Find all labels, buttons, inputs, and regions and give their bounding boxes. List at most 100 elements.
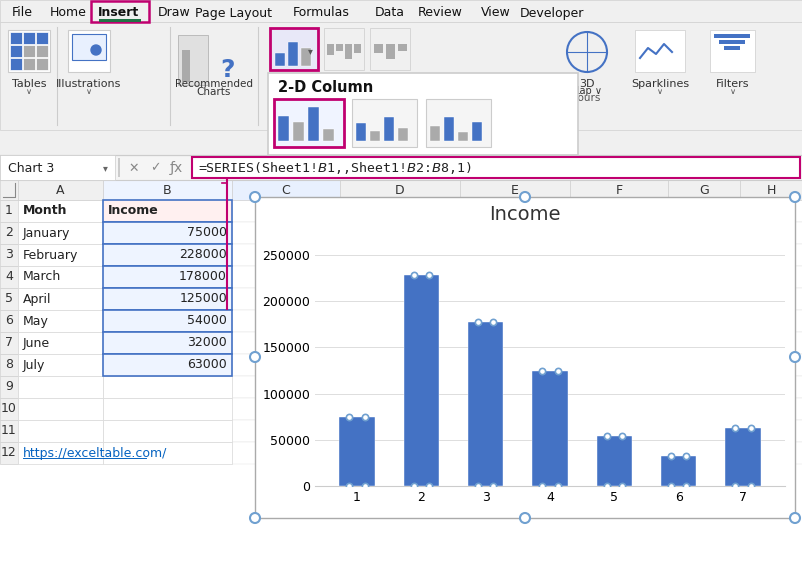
Bar <box>660 457 695 486</box>
Bar <box>18 288 103 310</box>
Bar <box>667 288 739 310</box>
Bar <box>667 244 739 266</box>
Bar <box>739 200 802 222</box>
Bar <box>460 288 569 310</box>
Text: Developer: Developer <box>520 6 584 19</box>
Bar <box>103 376 232 398</box>
Bar <box>339 398 460 420</box>
Circle shape <box>249 352 260 362</box>
Bar <box>532 371 567 486</box>
Bar <box>18 420 103 442</box>
Bar <box>0 442 18 464</box>
Bar <box>472 121 481 141</box>
Text: D: D <box>395 183 404 197</box>
Bar <box>18 332 103 354</box>
Text: 8: 8 <box>5 359 13 371</box>
Bar <box>460 332 569 354</box>
Bar <box>0 22 802 130</box>
Text: 63000: 63000 <box>187 359 227 371</box>
Text: ∨: ∨ <box>729 87 735 96</box>
Bar <box>460 398 569 420</box>
Bar <box>739 310 802 332</box>
Text: 32000: 32000 <box>187 336 227 350</box>
Text: F: F <box>614 183 622 197</box>
Text: View: View <box>480 6 510 19</box>
Text: Map ∨: Map ∨ <box>571 86 602 96</box>
Bar <box>339 288 460 310</box>
Bar <box>723 46 739 50</box>
Bar <box>339 332 460 354</box>
Bar <box>569 332 667 354</box>
Bar <box>398 128 407 141</box>
Bar <box>739 332 802 354</box>
Bar <box>10 45 22 57</box>
Bar <box>713 34 749 38</box>
Bar <box>0 354 18 376</box>
Bar <box>460 442 569 464</box>
Bar <box>10 32 22 44</box>
Bar <box>18 310 103 332</box>
Bar <box>383 117 394 141</box>
Bar <box>569 244 667 266</box>
Bar <box>739 222 802 244</box>
Bar <box>403 276 439 486</box>
Bar <box>351 99 416 147</box>
Bar <box>0 244 18 266</box>
Bar <box>18 244 103 266</box>
Bar <box>232 332 339 354</box>
Text: Filters: Filters <box>715 79 749 89</box>
Bar <box>326 44 334 55</box>
Text: Month: Month <box>23 205 67 218</box>
Bar <box>103 332 232 354</box>
Bar <box>118 158 119 177</box>
Bar <box>0 0 802 22</box>
Text: ✓: ✓ <box>149 162 160 175</box>
Bar <box>18 442 103 464</box>
Bar <box>269 28 318 70</box>
Bar <box>457 132 468 141</box>
Bar <box>273 99 343 147</box>
Text: 1: 1 <box>5 205 13 218</box>
Bar <box>103 310 232 332</box>
Bar <box>667 266 739 288</box>
Bar <box>232 420 339 442</box>
Text: July: July <box>23 359 46 371</box>
Bar <box>569 288 667 310</box>
Bar <box>277 116 289 141</box>
Text: A: A <box>55 183 64 197</box>
Bar <box>91 1 149 22</box>
Bar <box>739 244 802 266</box>
Bar <box>444 117 453 141</box>
Bar <box>634 30 684 72</box>
Bar <box>739 354 802 376</box>
Bar <box>335 44 342 50</box>
Bar <box>232 288 339 310</box>
Bar <box>103 398 232 420</box>
Text: June: June <box>23 336 50 350</box>
Bar <box>339 442 460 464</box>
Text: 54000: 54000 <box>187 315 227 328</box>
Bar <box>99 19 141 22</box>
Bar <box>18 222 103 244</box>
Bar <box>569 420 667 442</box>
Bar <box>739 398 802 420</box>
Circle shape <box>520 192 529 202</box>
Circle shape <box>789 192 799 202</box>
Bar <box>559 28 614 88</box>
Bar <box>667 332 739 354</box>
Text: 5: 5 <box>5 292 13 305</box>
Text: ▾: ▾ <box>103 163 107 173</box>
Bar <box>0 376 18 398</box>
Bar <box>232 244 339 266</box>
Bar <box>724 428 760 486</box>
Text: C: C <box>282 183 290 197</box>
Text: https://exceltable.com/: https://exceltable.com/ <box>23 446 167 460</box>
Text: ƒx: ƒx <box>169 161 182 175</box>
Text: 228000: 228000 <box>179 249 227 261</box>
Bar <box>0 222 18 244</box>
Bar <box>339 180 460 200</box>
Text: Illustrations: Illustrations <box>56 79 122 89</box>
Bar <box>370 28 410 70</box>
Bar <box>274 53 285 66</box>
Bar <box>339 310 460 332</box>
